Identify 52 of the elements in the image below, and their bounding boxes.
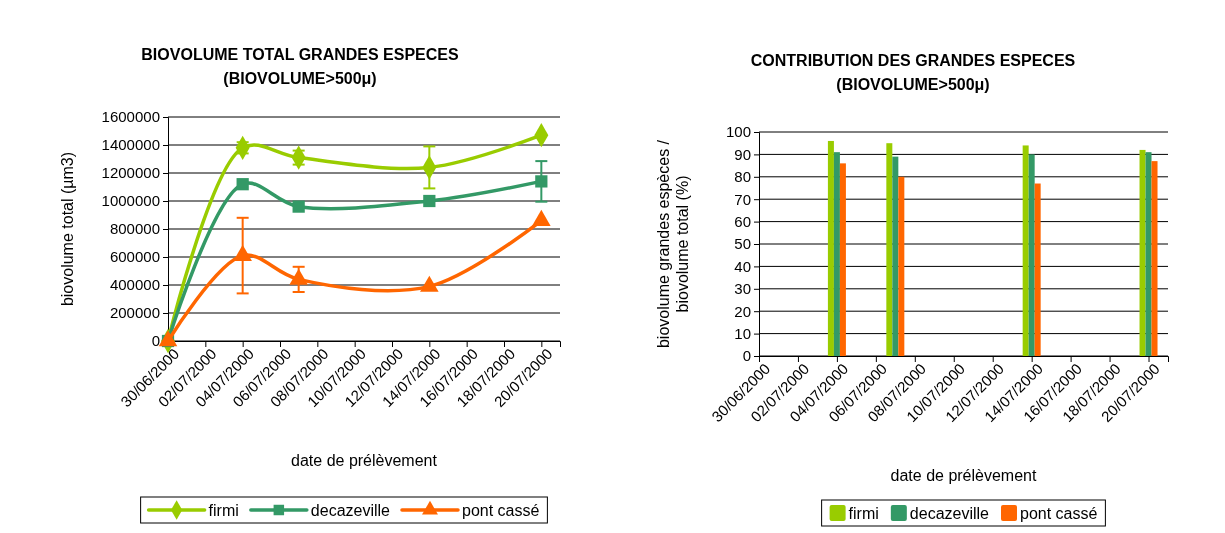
x-axis-title: date de prélèvement: [291, 452, 438, 469]
point: [535, 175, 548, 188]
y-axis-title: biovolume total (µm3): [59, 151, 76, 307]
point: [233, 244, 252, 261]
bar: [1151, 161, 1158, 356]
legend-label: decazeville: [310, 502, 391, 519]
point: [292, 200, 305, 213]
legend-label: firmi: [848, 505, 879, 522]
y-tick-label: 70: [734, 190, 751, 208]
point: [289, 268, 308, 285]
bar: [898, 176, 905, 356]
bar: [833, 152, 840, 356]
legend-label: pont cassé: [461, 502, 540, 519]
y-axis-title: biovolume grandes espèces / biovolume total (%): [655, 139, 691, 349]
legend-label: decazeville: [909, 505, 990, 522]
bar: [1034, 183, 1041, 356]
bar: [1022, 145, 1029, 356]
y-tick-label: 0: [742, 347, 751, 365]
y-tick-label: 10: [734, 324, 751, 342]
chart-title: BIOVOLUME TOTAL GRANDES ESPECES (BIOVOLUME>500μ): [141, 46, 460, 87]
point: [158, 330, 178, 347]
bar: [892, 156, 899, 356]
y-tick-label: 50: [734, 235, 751, 253]
y-tick-label: 100: [725, 123, 751, 141]
bar: [839, 163, 846, 356]
y-tick-label: 200000: [109, 304, 160, 322]
y-tick-label: 1000000: [101, 192, 160, 210]
y-tick-label: 80: [734, 168, 751, 186]
y-tick-label: 800000: [109, 220, 160, 238]
y-tick-label: 40: [734, 257, 751, 275]
bar: [1139, 149, 1146, 356]
y-tick-label: 1600000: [101, 108, 160, 126]
y-tick-label: 90: [734, 145, 751, 163]
chart-title: CONTRIBUTION DES GRANDES ESPECES (BIOVOLUME>500μ): [750, 52, 1076, 93]
point: [236, 178, 249, 191]
y-tick-label: 1200000: [101, 164, 160, 182]
point: [423, 194, 436, 208]
y-tick-label: 1400000: [101, 136, 160, 154]
y-tick-label: 20: [734, 302, 751, 320]
x-axis-title: date de prélèvement: [890, 467, 1037, 484]
y-tick-label: 0: [151, 332, 160, 350]
y-tick-label: 30: [734, 280, 751, 298]
legend-label: pont cassé: [1019, 505, 1098, 522]
legend-label: firmi: [208, 502, 239, 519]
y-tick-label: 60: [734, 212, 751, 230]
y-tick-label: 400000: [109, 276, 160, 294]
bar: [1145, 152, 1152, 356]
bar: [886, 143, 893, 356]
y-tick-label: 600000: [109, 248, 160, 266]
bar: [827, 140, 834, 356]
bar: [1028, 154, 1035, 356]
point: [420, 275, 439, 292]
